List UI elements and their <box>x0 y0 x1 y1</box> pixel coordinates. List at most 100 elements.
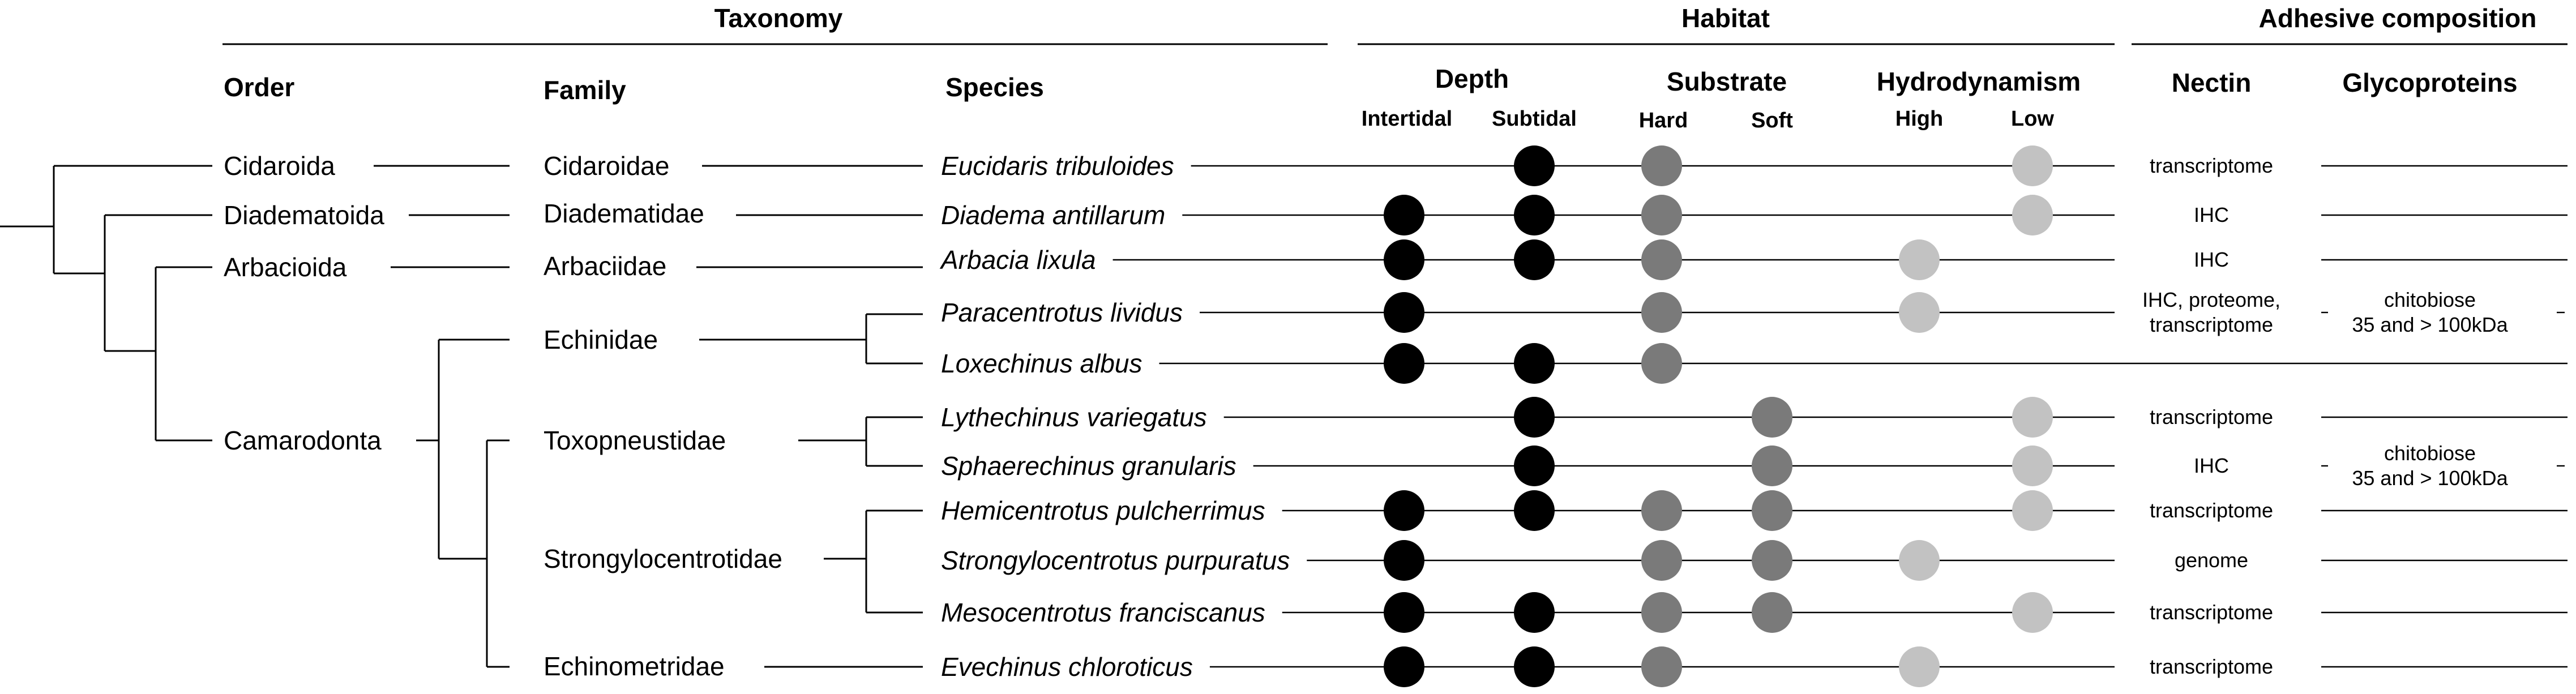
species-row: Arbacia lixula IHC <box>939 239 2568 280</box>
species-row: Mesocentrotus franciscanus transcriptome <box>941 592 2568 633</box>
low-dot <box>2012 145 2053 186</box>
high-dot <box>1899 292 1940 333</box>
species-name: Lythechinus variegatus <box>941 402 1207 432</box>
species-name: Strongylocentrotus purpuratus <box>941 546 1290 575</box>
order-label: Diadematoida <box>224 200 384 230</box>
species-row: Paracentrotus lividus IHC, proteome,trans… <box>941 288 2565 336</box>
section-adhesive-composition: Adhesive composition <box>2259 3 2537 33</box>
subtidal-dot <box>1514 445 1555 486</box>
order-label: Camarodonta <box>224 426 382 455</box>
subheader-subtidal: Subtidal <box>1492 107 1577 131</box>
low-dot <box>2012 592 2053 633</box>
low-dot <box>2012 397 2053 438</box>
section-habitat: Habitat <box>1681 3 1770 33</box>
species-name: Eucidaris tribuloides <box>941 151 1174 181</box>
nectin-evidence: transcriptome <box>2150 499 2273 522</box>
subtidal-dot <box>1514 592 1555 633</box>
family-label: Arbaciidae <box>544 251 666 281</box>
glycoprotein-evidence: chitobiose <box>2384 442 2476 465</box>
nectin-evidence: IHC <box>2194 454 2229 477</box>
nectin-evidence: IHC <box>2194 248 2229 271</box>
header-nectin: Nectin <box>2172 68 2252 97</box>
subheader-intertidal: Intertidal <box>1362 107 1452 131</box>
order-label: Arbacioida <box>224 252 347 282</box>
high-dot <box>1899 540 1940 581</box>
hard-dot <box>1641 343 1682 384</box>
subheader-low: Low <box>2011 107 2054 131</box>
phylogenetic-tree <box>0 165 923 668</box>
species-name: Loxechinus albus <box>941 349 1142 378</box>
header-species: Species <box>945 72 1044 102</box>
species-row: Hemicentrotus pulcherrimus transcriptome <box>941 490 2568 531</box>
nectin-evidence: transcriptome <box>2150 601 2273 624</box>
subtidal-dot <box>1514 145 1555 186</box>
intertidal-dot <box>1384 490 1424 531</box>
hard-dot <box>1641 145 1682 186</box>
soft-dot <box>1752 540 1792 581</box>
order-label: Cidaroida <box>224 151 335 181</box>
hard-dot <box>1641 239 1682 280</box>
hard-dot <box>1641 646 1682 687</box>
nectin-evidence: transcriptome <box>2150 405 2273 429</box>
family-label: Strongylocentrotidae <box>544 544 782 573</box>
header-glycoproteins: Glycoproteins <box>2342 68 2517 97</box>
low-dot <box>2012 195 2053 235</box>
subtidal-dot <box>1514 239 1555 280</box>
nectin-evidence: IHC, proteome, <box>2142 288 2280 311</box>
header-depth: Depth <box>1435 64 1509 93</box>
subtidal-dot <box>1514 646 1555 687</box>
intertidal-dot <box>1384 592 1424 633</box>
family-label: Toxopneustidae <box>544 426 726 455</box>
soft-dot <box>1752 445 1792 486</box>
intertidal-dot <box>1384 540 1424 581</box>
subtidal-dot <box>1514 397 1555 438</box>
species-name: Evechinus chloroticus <box>941 652 1193 682</box>
header-order: Order <box>224 72 294 102</box>
hard-dot <box>1641 490 1682 531</box>
intertidal-dot <box>1384 292 1424 333</box>
hard-dot <box>1641 292 1682 333</box>
species-name: Paracentrotus lividus <box>941 298 1183 327</box>
hard-dot <box>1641 592 1682 633</box>
subtidal-dot <box>1514 195 1555 235</box>
family-label: Diadematidae <box>544 199 704 228</box>
species-name: Arbacia lixula <box>939 245 1096 275</box>
header-hydrodynamism: Hydrodynamism <box>1877 67 2081 96</box>
intertidal-dot <box>1384 343 1424 384</box>
species-rows: Eucidaris tribuloides transcriptome Diadem… <box>939 145 2568 687</box>
species-row: Strongylocentrotus purpuratus genome <box>941 540 2568 581</box>
species-row: Sphaerechinus granularis IHC chitobiose35 … <box>941 442 2565 490</box>
glycoprotein-evidence: 35 and > 100kDa <box>2352 313 2508 336</box>
subtidal-dot <box>1514 343 1555 384</box>
header-substrate: Substrate <box>1667 67 1787 96</box>
section-taxonomy: Taxonomy <box>714 3 843 33</box>
species-name: Sphaerechinus granularis <box>941 451 1236 481</box>
low-dot <box>2012 445 2053 486</box>
nectin-evidence: transcriptome <box>2150 154 2273 177</box>
nectin-evidence: transcriptome <box>2150 313 2273 336</box>
nectin-evidence: transcriptome <box>2150 655 2273 678</box>
hard-dot <box>1641 540 1682 581</box>
family-label: Echinidae <box>544 325 658 354</box>
high-dot <box>1899 239 1940 280</box>
hard-dot <box>1641 195 1682 235</box>
species-row: Eucidaris tribuloides transcriptome <box>941 145 2568 186</box>
subheader-hard: Hard <box>1639 109 1688 132</box>
glycoprotein-evidence: 35 and > 100kDa <box>2352 466 2508 490</box>
species-row: Lythechinus variegatus transcriptome <box>941 397 2568 438</box>
nectin-evidence: genome <box>2175 549 2248 572</box>
header-family: Family <box>544 75 626 105</box>
soft-dot <box>1752 490 1792 531</box>
species-name: Mesocentrotus franciscanus <box>941 598 1265 627</box>
high-dot <box>1899 646 1940 687</box>
family-label: Cidaroidae <box>544 151 669 181</box>
glycoprotein-evidence: chitobiose <box>2384 288 2476 311</box>
intertidal-dot <box>1384 646 1424 687</box>
subheader-soft: Soft <box>1751 109 1793 132</box>
soft-dot <box>1752 592 1792 633</box>
soft-dot <box>1752 397 1792 438</box>
species-row: Evechinus chloroticus transcriptome <box>941 646 2568 687</box>
species-name: Hemicentrotus pulcherrimus <box>941 496 1265 525</box>
species-row: Loxechinus albus <box>941 343 2568 384</box>
